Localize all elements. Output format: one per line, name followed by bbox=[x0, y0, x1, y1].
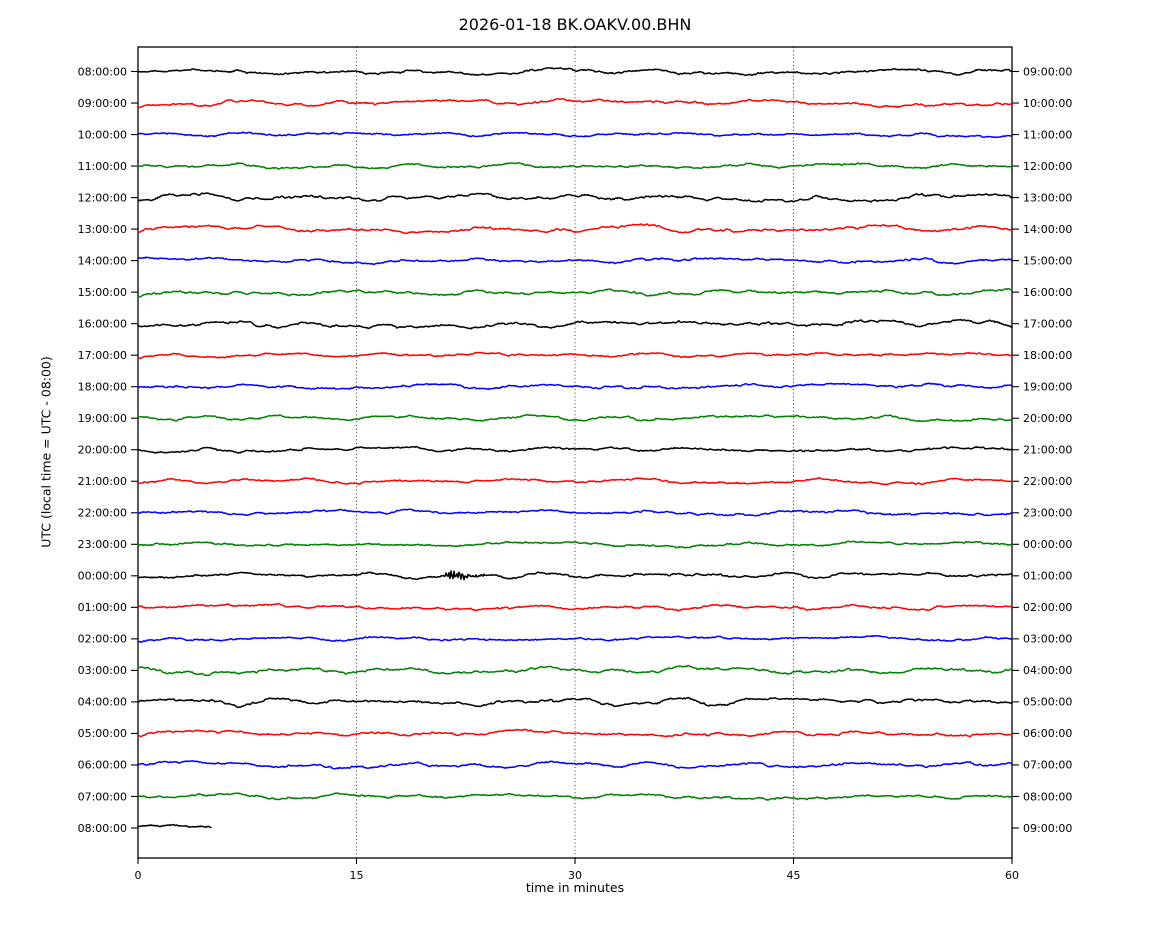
seismogram-trace bbox=[137, 414, 1013, 423]
utc-time-label-right: 16:00:00 bbox=[1023, 286, 1072, 299]
utc-time-label-left: 05:00:00 bbox=[78, 727, 127, 740]
seismogram-trace bbox=[137, 256, 1013, 266]
seismogram-trace bbox=[137, 540, 1013, 549]
chart-title: 2026-01-18 BK.OAKV.00.BHN bbox=[458, 15, 692, 34]
seismogram-trace bbox=[137, 287, 1013, 298]
x-tick-label: 60 bbox=[1005, 869, 1019, 882]
utc-time-label-left: 18:00:00 bbox=[78, 381, 127, 394]
utc-time-label-right: 06:00:00 bbox=[1023, 727, 1072, 740]
utc-time-label-right: 20:00:00 bbox=[1023, 412, 1072, 425]
x-axis-label: time in minutes bbox=[525, 880, 625, 895]
utc-time-label-right: 14:00:00 bbox=[1023, 223, 1072, 236]
utc-time-label-left: 06:00:00 bbox=[78, 759, 127, 772]
utc-time-label-right: 00:00:00 bbox=[1023, 538, 1072, 551]
utc-time-label-right: 11:00:00 bbox=[1023, 128, 1072, 141]
seismogram-trace bbox=[137, 792, 1013, 801]
utc-time-label-right: 08:00:00 bbox=[1023, 790, 1072, 803]
x-tick-label: 0 bbox=[135, 869, 142, 882]
seismogram-trace bbox=[137, 131, 1013, 139]
utc-time-label-left: 08:00:00 bbox=[78, 65, 127, 78]
utc-time-label-left: 03:00:00 bbox=[78, 664, 127, 677]
seismogram-trace bbox=[137, 728, 1013, 738]
utc-time-label-right: 22:00:00 bbox=[1023, 475, 1072, 488]
utc-time-label-left: 23:00:00 bbox=[78, 538, 127, 551]
seismogram-trace bbox=[137, 696, 1013, 709]
utc-time-label-left: 21:00:00 bbox=[78, 475, 127, 488]
utc-time-label-left: 00:00:00 bbox=[78, 570, 127, 583]
seismogram-trace bbox=[137, 760, 1013, 770]
utc-time-label-left: 02:00:00 bbox=[78, 633, 127, 646]
seismogram-trace bbox=[137, 602, 1013, 612]
utc-time-label-right: 23:00:00 bbox=[1023, 507, 1072, 520]
utc-time-label-left: 14:00:00 bbox=[78, 254, 127, 267]
utc-time-label-right: 10:00:00 bbox=[1023, 97, 1072, 110]
seismogram-trace bbox=[137, 98, 1013, 109]
utc-time-label-left: 13:00:00 bbox=[78, 223, 127, 236]
utc-time-label-right: 09:00:00 bbox=[1023, 822, 1072, 835]
utc-time-label-left: 17:00:00 bbox=[78, 349, 127, 362]
utc-time-label-left: 22:00:00 bbox=[78, 507, 127, 520]
y-axis-label: UTC (local time = UTC - 08:00) bbox=[38, 356, 54, 548]
utc-time-label-right: 04:00:00 bbox=[1023, 664, 1072, 677]
utc-time-label-left: 15:00:00 bbox=[78, 286, 127, 299]
utc-time-label-right: 07:00:00 bbox=[1023, 759, 1072, 772]
utc-time-label-left: 12:00:00 bbox=[78, 191, 127, 204]
seismogram-trace bbox=[137, 192, 1013, 203]
utc-time-label-left: 09:00:00 bbox=[78, 97, 127, 110]
utc-time-label-right: 02:00:00 bbox=[1023, 601, 1072, 614]
seismogram-trace bbox=[137, 382, 1013, 391]
seismogram-trace bbox=[137, 223, 1013, 234]
seismogram-trace bbox=[137, 67, 1013, 77]
utc-time-label-left: 01:00:00 bbox=[78, 601, 127, 614]
seismogram-trace bbox=[137, 508, 1013, 517]
seismogram-trace bbox=[137, 634, 1013, 643]
seismogram-trace bbox=[137, 664, 1013, 677]
utc-time-label-right: 05:00:00 bbox=[1023, 696, 1072, 709]
utc-time-label-left: 11:00:00 bbox=[78, 160, 127, 173]
x-tick-label: 30 bbox=[568, 869, 582, 882]
utc-time-label-right: 17:00:00 bbox=[1023, 317, 1072, 330]
utc-time-label-right: 12:00:00 bbox=[1023, 160, 1072, 173]
utc-time-label-right: 18:00:00 bbox=[1023, 349, 1072, 362]
utc-time-label-right: 09:00:00 bbox=[1023, 65, 1072, 78]
utc-time-label-left: 10:00:00 bbox=[78, 128, 127, 141]
utc-time-label-left: 04:00:00 bbox=[78, 696, 127, 709]
seismogram-trace bbox=[137, 477, 1013, 486]
utc-time-label-left: 19:00:00 bbox=[78, 412, 127, 425]
utc-time-label-right: 15:00:00 bbox=[1023, 254, 1072, 267]
utc-time-label-left: 07:00:00 bbox=[78, 790, 127, 803]
seismogram-trace bbox=[137, 445, 1013, 454]
seismogram-trace bbox=[137, 351, 1013, 360]
utc-time-label-left: 20:00:00 bbox=[78, 444, 127, 457]
seismogram-trace bbox=[137, 570, 1013, 581]
seismogram-trace bbox=[137, 823, 212, 829]
utc-time-label-right: 01:00:00 bbox=[1023, 570, 1072, 583]
utc-time-label-right: 21:00:00 bbox=[1023, 444, 1072, 457]
utc-time-label-right: 19:00:00 bbox=[1023, 381, 1072, 394]
seismogram-trace bbox=[137, 318, 1013, 330]
utc-time-label-left: 16:00:00 bbox=[78, 317, 127, 330]
utc-time-label-left: 08:00:00 bbox=[78, 822, 127, 835]
utc-time-label-right: 13:00:00 bbox=[1023, 191, 1072, 204]
x-tick-label: 15 bbox=[350, 869, 364, 882]
utc-time-label-right: 03:00:00 bbox=[1023, 633, 1072, 646]
x-tick-label: 45 bbox=[787, 869, 801, 882]
seismogram-trace bbox=[137, 162, 1013, 170]
